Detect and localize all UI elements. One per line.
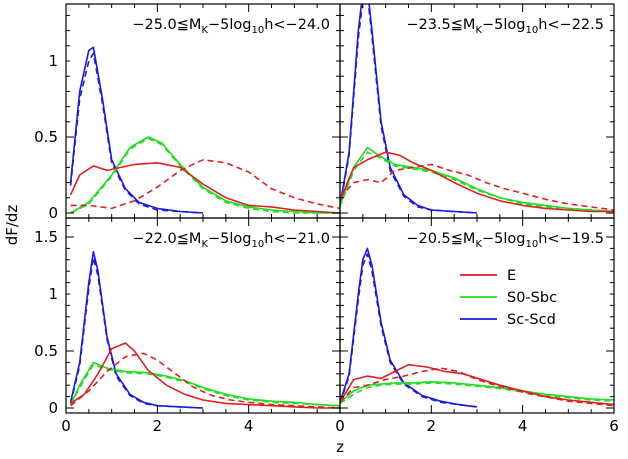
- y-tick-label: 0.5: [34, 342, 58, 360]
- x-tick-label: 6: [609, 417, 619, 435]
- panel-title-part: −25.0≦M: [132, 17, 201, 33]
- panel-title-part: −5log: [482, 17, 525, 33]
- panel-title-subscript: 10: [251, 239, 264, 250]
- series-line-s0-sbc-dashed: [69, 363, 340, 407]
- panel-title-part: h<−22.5: [538, 17, 604, 33]
- legend-label-sc-scd: Sc-Scd: [507, 312, 556, 328]
- panel-title-subscript: K: [201, 239, 208, 250]
- panel-4: 0 2 4 6 −20.5≦MK−5log10h<−19.5: [335, 217, 619, 435]
- panel-title-part: −23.5≦M: [406, 17, 475, 33]
- series-line-s0-sbc-dashed: [70, 137, 340, 214]
- series-line-s0-sbc-solid: [340, 381, 614, 403]
- panels-group: 00.511.5−25.0≦MK−5log10h<−24.0−23.5≦MK−5…: [34, 3, 619, 435]
- x-tick-label: 0: [335, 417, 345, 435]
- y-tick-label: 0: [48, 204, 58, 222]
- series-line-e-solid: [340, 363, 614, 406]
- series-line-e-solid: [340, 151, 614, 213]
- panel-title-part: h<−19.5: [538, 231, 604, 247]
- series-line-sc-scd-dashed: [69, 256, 204, 409]
- panel-frame: [339, 3, 615, 219]
- x-tick-label: 2: [427, 417, 437, 435]
- y-tick-label: 1: [48, 285, 58, 303]
- legend: E S0-Sbc Sc-Scd: [460, 268, 557, 328]
- series-line-e-dashed: [340, 367, 614, 407]
- panel-title-part: h<−21.0: [264, 231, 330, 247]
- series-line-e-dashed: [340, 163, 614, 211]
- panel-title-part: −22.0≦M: [132, 231, 201, 247]
- x-tick-label: 4: [518, 417, 528, 435]
- x-tick-label: 2: [153, 417, 163, 435]
- panel-title-part: −5log: [208, 231, 251, 247]
- x-axis-label: z: [336, 438, 344, 456]
- panel-title-subscript: K: [475, 239, 482, 250]
- series-line-e-solid: [69, 162, 340, 214]
- panel-title-subscript: 10: [525, 239, 538, 250]
- panel-title: −20.5≦MK−5log10h<−19.5: [406, 231, 604, 250]
- panel-3: 0 0.5 1 1.5 0 2 4 −22.0≦MK−5log10h<−21.0: [34, 217, 341, 435]
- series-line-sc-scd-dashed: [69, 52, 204, 214]
- series-line-sc-scd-dashed: [340, 253, 478, 408]
- y-tick-label: 0.5: [34, 128, 58, 146]
- panel-title-subscript: 10: [251, 25, 264, 36]
- series-line-s0-sbc-solid: [70, 136, 340, 214]
- panel-title-subscript: K: [201, 25, 208, 36]
- y-tick-label: 1.5: [34, 228, 58, 246]
- y-tick-label: 1: [48, 52, 58, 70]
- panel-title: −22.0≦MK−5log10h<−21.0: [132, 231, 330, 250]
- series-line-sc-scd-solid: [69, 251, 204, 409]
- panel-frame: [65, 3, 341, 219]
- panel-series-group: [69, 251, 340, 409]
- series-line-sc-scd-solid: [69, 46, 204, 214]
- series-line-e-solid: [70, 342, 340, 409]
- panel-2: −23.5≦MK−5log10h<−22.5: [339, 3, 615, 219]
- panel-title-subscript: 10: [525, 25, 538, 36]
- panel-title-part: −5log: [208, 17, 251, 33]
- panel-series-group: [340, 247, 614, 408]
- panel-series-group: [69, 46, 340, 214]
- x-tick-label: 4: [244, 417, 254, 435]
- series-line-e-dashed: [70, 352, 340, 409]
- panel-title-subscript: K: [475, 25, 482, 36]
- y-axis-label: dF/dz: [3, 205, 21, 246]
- panel-title-part: −5log: [482, 231, 525, 247]
- panel-title-part: h<−24.0: [264, 17, 330, 33]
- series-line-e-dashed: [70, 159, 340, 210]
- panel-title: −23.5≦MK−5log10h<−22.5: [406, 17, 604, 36]
- y-tick-label: 0: [48, 399, 58, 417]
- panel-title: −25.0≦MK−5log10h<−24.0: [132, 17, 330, 36]
- x-tick-label: 0: [61, 417, 71, 435]
- panel-1: 00.511.5−25.0≦MK−5log10h<−24.0: [34, 3, 341, 222]
- panel-title-part: −20.5≦M: [406, 231, 475, 247]
- legend-label-e: E: [507, 268, 516, 284]
- legend-label-s0-sbc: S0-Sbc: [507, 290, 557, 306]
- series-line-s0-sbc-dashed: [340, 151, 614, 213]
